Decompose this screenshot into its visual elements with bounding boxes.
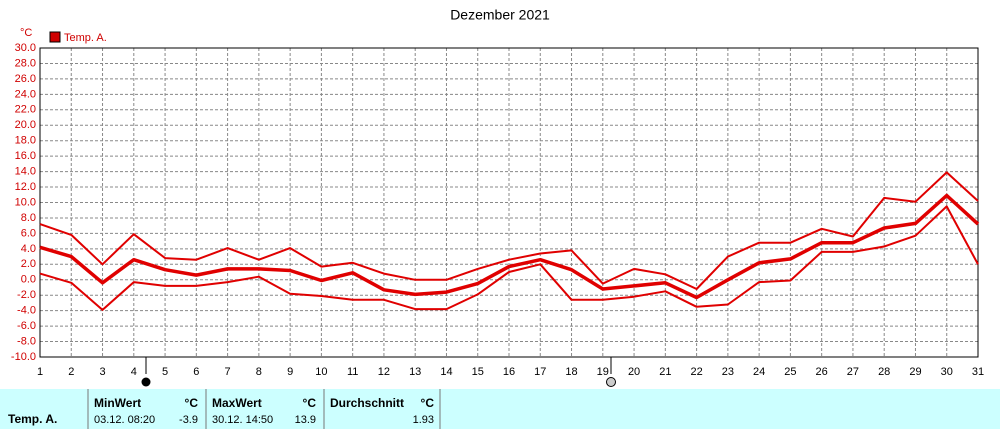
x-tick-label: 19 — [597, 366, 609, 378]
y-tick-label: -2.0 — [17, 289, 36, 301]
x-tick-label: 26 — [816, 366, 828, 378]
value: 1.93 — [413, 414, 434, 426]
y-tick-label: 0.0 — [21, 274, 36, 286]
x-tick-label: 21 — [659, 366, 671, 378]
legend-label: Temp. A. — [64, 32, 107, 44]
x-tick-label: 3 — [99, 366, 105, 378]
y-tick-label: 6.0 — [21, 227, 36, 239]
time: 03.12. 08:20 — [94, 414, 155, 426]
chart-title: Dezember 2021 — [450, 7, 550, 23]
y-tick-label: -10.0 — [11, 351, 36, 363]
x-tick-label: 18 — [565, 366, 577, 378]
x-tick-label: 27 — [847, 366, 859, 378]
y-unit: °C — [20, 27, 32, 39]
x-tick-label: 16 — [503, 366, 515, 378]
x-tick-label: 12 — [378, 366, 390, 378]
x-tick-label: 7 — [225, 366, 231, 378]
x-tick-label: 6 — [193, 366, 199, 378]
x-tick-label: 30 — [941, 366, 953, 378]
header: MinWert — [94, 396, 141, 410]
value: 13.9 — [295, 414, 316, 426]
x-tick-label: 25 — [784, 366, 796, 378]
plot-frame — [39, 47, 979, 358]
y-tick-label: 24.0 — [15, 88, 36, 100]
unit: °C — [185, 396, 199, 410]
x-tick-label: 1 — [37, 366, 43, 378]
y-tick-label: 18.0 — [15, 135, 36, 147]
x-tick-label: 28 — [878, 366, 890, 378]
y-tick-label: 14.0 — [15, 166, 36, 178]
x-tick-label: 15 — [472, 366, 484, 378]
header: MaxWert — [212, 396, 262, 410]
min-marker — [141, 377, 151, 387]
x-tick-label: 5 — [162, 366, 168, 378]
y-tick-label: 12.0 — [15, 181, 36, 193]
x-tick-label: 11 — [347, 366, 358, 378]
legend-swatch — [49, 31, 61, 43]
series-line — [39, 171, 979, 290]
summary-table: Temp. A. MinWert °C 03.12. 08:20 -3.9 Ma… — [8, 389, 441, 429]
summary-bg — [0, 389, 1000, 429]
x-tick-label: 10 — [315, 366, 327, 378]
y-tick-label: -4.0 — [17, 305, 36, 317]
x-tick-label: 13 — [409, 366, 421, 378]
header: Durchschnitt — [330, 396, 404, 410]
y-tick-label: 28.0 — [15, 57, 36, 69]
y-tick-label: 20.0 — [15, 119, 36, 131]
unit: °C — [421, 396, 435, 410]
max-marker — [606, 377, 616, 387]
y-tick-label: 8.0 — [21, 212, 36, 224]
x-tick-label: 22 — [690, 366, 702, 378]
y-tick-label: 2.0 — [21, 258, 36, 270]
y-tick-label: 4.0 — [21, 243, 36, 255]
x-tick-label: 24 — [753, 366, 765, 378]
x-tick-label: 9 — [287, 366, 293, 378]
y-tick-label: 30.0 — [15, 42, 36, 54]
x-tick-label: 29 — [909, 366, 921, 378]
y-tick-label: -8.0 — [17, 335, 36, 347]
y-tick-label: 26.0 — [15, 73, 36, 85]
series-line — [39, 205, 979, 311]
y-tick-label: -6.0 — [17, 320, 36, 332]
x-tick-label: 20 — [628, 366, 640, 378]
time: 30.12. 14:50 — [212, 414, 273, 426]
x-tick-label: 14 — [440, 366, 452, 378]
y-tick-label: 10.0 — [15, 196, 36, 208]
x-tick-label: 31 — [972, 366, 984, 378]
x-tick-label: 17 — [534, 366, 546, 378]
y-tick-label: 16.0 — [15, 150, 36, 162]
x-tick-label: 8 — [256, 366, 262, 378]
x-tick-label: 2 — [68, 366, 74, 378]
value: -3.9 — [179, 414, 198, 426]
x-tick-label: 4 — [131, 366, 137, 378]
series-line — [39, 193, 980, 300]
y-tick-label: 22.0 — [15, 104, 36, 116]
row-label: Temp. A. — [8, 412, 57, 426]
unit: °C — [303, 396, 317, 410]
x-tick-label: 23 — [722, 366, 734, 378]
